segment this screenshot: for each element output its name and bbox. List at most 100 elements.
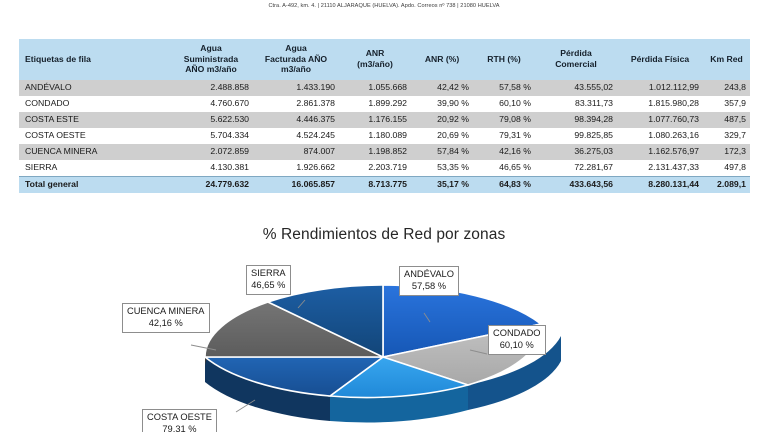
pie-label-condado-name: CONDADO <box>493 328 541 338</box>
table-row: SIERRA 4.130.381 1.926.662 2.203.719 53,… <box>19 159 750 176</box>
cell-zona: SIERRA <box>19 159 169 176</box>
column-header-zona-l1: Etiquetas de fila <box>25 53 91 64</box>
cell-km-red: 243,8 <box>703 79 750 96</box>
cell-perdida-comercial: 433.643,56 <box>535 175 617 193</box>
cell-rth-pct: 60,10 % <box>473 95 535 112</box>
cell-perdida-fisica: 1.077.760,73 <box>617 111 703 128</box>
col-h6-l1: Pérdida <box>560 48 592 59</box>
column-header-anr-m3: ANR (m3/año) <box>339 39 411 80</box>
cell-anr-m3: 1.055.668 <box>339 79 411 96</box>
pie-slice-costa-oeste <box>202 356 386 397</box>
col-h1-l3: AÑO m3/año <box>185 64 237 74</box>
cell-anr-m3: 2.203.719 <box>339 159 411 176</box>
col-h1-l1: Agua <box>200 43 222 53</box>
cell-perdida-fisica: 1.080.263,16 <box>617 127 703 144</box>
cell-perdida-fisica: 2.131.437,33 <box>617 159 703 176</box>
cell-rth-pct: 57,58 % <box>473 79 535 96</box>
cell-km-red: 497,8 <box>703 159 750 176</box>
pie-label-condado: CONDADO 60,10 % <box>488 325 546 355</box>
pie-label-sierra: SIERRA 46,65 % <box>246 265 291 295</box>
leader-line-andevalo <box>423 312 431 323</box>
pie-chart-graphic <box>190 284 561 423</box>
chart-title: % Rendimientos de Red por zonas <box>262 226 506 243</box>
pie-label-costa-oeste-name: COSTA OESTE <box>147 412 212 422</box>
cell-perdida-fisica: 1.162.576,97 <box>617 143 703 160</box>
cell-agua-facturada: 16.065.857 <box>253 175 339 193</box>
leader-line-cuenca-minera <box>190 344 217 351</box>
cell-perdida-fisica: 1.815.980,28 <box>617 95 703 112</box>
cell-perdida-comercial: 72.281,67 <box>535 159 617 176</box>
col-h6-l2: Comercial <box>555 58 597 69</box>
col-h2-l3: m3/año <box>280 64 312 74</box>
table-header: Etiquetas de fila Agua Suministrada AÑO … <box>19 39 750 80</box>
pie-label-costa-oeste: COSTA OESTE 79,31 % <box>142 409 217 432</box>
col-h4-l1: ANR (%) <box>424 53 460 64</box>
leader-line-condado <box>469 349 488 355</box>
col-h3-l2: (m3/año) <box>357 58 393 69</box>
pie-slice-costa-este <box>327 356 471 399</box>
report-table-container: Etiquetas de fila Agua Suministrada AÑO … <box>19 39 750 193</box>
pie-label-cuenca-minera: CUENCA MINERA 42,16 % <box>122 303 210 333</box>
cell-km-red: 172,3 <box>703 143 750 160</box>
cell-rth-pct: 64,83 % <box>473 175 535 193</box>
pie-label-costa-oeste-value: 79,31 % <box>162 423 197 432</box>
pie-label-andevalo-name: ANDÉVALO <box>404 269 454 279</box>
pie-leader-lines <box>190 299 488 413</box>
column-header-rth-pct: RTH (%) <box>473 39 535 80</box>
cell-agua-facturada: 4.446.375 <box>253 111 339 128</box>
cell-zona: COSTA OESTE <box>19 127 169 144</box>
cell-anr-pct: 20,69 % <box>411 127 473 144</box>
pie-label-andevalo-value: 57,58 % <box>411 280 447 291</box>
leader-line-sierra <box>297 299 306 309</box>
cell-anr-m3: 8.713.775 <box>339 175 411 193</box>
col-h5-l1: RTH (%) <box>487 53 521 64</box>
pie-top-slices <box>202 284 543 399</box>
cell-rth-pct: 42,16 % <box>473 143 535 160</box>
cell-rth-pct: 46,65 % <box>473 159 535 176</box>
table-header-row: Etiquetas de fila Agua Suministrada AÑO … <box>19 39 750 80</box>
cell-perdida-comercial: 99.825,85 <box>535 127 617 144</box>
pie-label-cuenca-name: CUENCA MINERA <box>127 306 205 316</box>
cell-anr-pct: 57,84 % <box>411 143 473 160</box>
cell-anr-m3: 1.899.292 <box>339 95 411 112</box>
cell-agua-facturada: 4.524.245 <box>253 127 339 144</box>
cell-rth-pct: 79,08 % <box>473 111 535 128</box>
cell-anr-m3: 1.198.852 <box>339 143 411 160</box>
cell-perdida-fisica: 8.280.131,44 <box>617 175 703 193</box>
cell-anr-m3: 1.180.089 <box>339 127 411 144</box>
cell-anr-m3: 1.176.155 <box>339 111 411 128</box>
cell-agua-suministrada: 4.760.670 <box>169 95 253 112</box>
cell-zona: CUENCA MINERA <box>19 143 169 160</box>
col-h1-l2: Suministrada <box>183 53 239 64</box>
table-row: CONDADO 4.760.670 2.861.378 1.899.292 39… <box>19 95 750 112</box>
report-table: Etiquetas de fila Agua Suministrada AÑO … <box>19 39 750 193</box>
pie-slice-cuenca-minera <box>204 301 384 358</box>
cell-perdida-fisica: 1.012.112,99 <box>617 79 703 96</box>
column-header-anr-pct: ANR (%) <box>411 39 473 80</box>
cell-perdida-comercial: 36.275,03 <box>535 143 617 160</box>
column-header-agua-suministrada: Agua Suministrada AÑO m3/año <box>169 39 253 80</box>
column-header-agua-facturada: Agua Facturada AÑO m3/año <box>253 39 339 80</box>
cell-agua-suministrada: 5.704.334 <box>169 127 253 144</box>
cell-zona: COSTA ESTE <box>19 111 169 128</box>
cell-agua-suministrada: 2.488.858 <box>169 79 253 96</box>
pie-label-cuenca-value: 42,16 % <box>148 317 183 328</box>
pie-label-condado-value: 60,10 % <box>499 339 534 350</box>
cell-agua-facturada: 1.926.662 <box>253 159 339 176</box>
col-h3-l1: ANR <box>365 48 385 59</box>
cell-anr-pct: 20,92 % <box>411 111 473 128</box>
cell-anr-pct: 35,17 % <box>411 175 473 193</box>
cell-agua-suministrada: 5.622.530 <box>169 111 253 128</box>
table-row: COSTA ESTE 5.622.530 4.446.375 1.176.155… <box>19 111 750 128</box>
cell-agua-suministrada: 2.072.859 <box>169 143 253 160</box>
table-body: ANDÉVALO 2.488.858 1.433.190 1.055.668 4… <box>19 79 750 193</box>
pie-label-andevalo: ANDÉVALO 57,58 % <box>399 266 459 296</box>
cell-zona: ANDÉVALO <box>19 79 169 96</box>
col-h2-l1: Agua <box>285 43 307 53</box>
cell-agua-suministrada: 24.779.632 <box>169 175 253 193</box>
col-h2-l2: Facturada AÑO <box>264 53 328 64</box>
cell-agua-facturada: 874.007 <box>253 143 339 160</box>
column-header-perdida-fisica: Pérdida Física <box>617 39 703 80</box>
col-h8-l1: Km Red <box>710 53 743 64</box>
